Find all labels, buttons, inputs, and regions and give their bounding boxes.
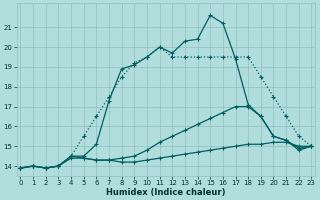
X-axis label: Humidex (Indice chaleur): Humidex (Indice chaleur): [106, 188, 226, 197]
